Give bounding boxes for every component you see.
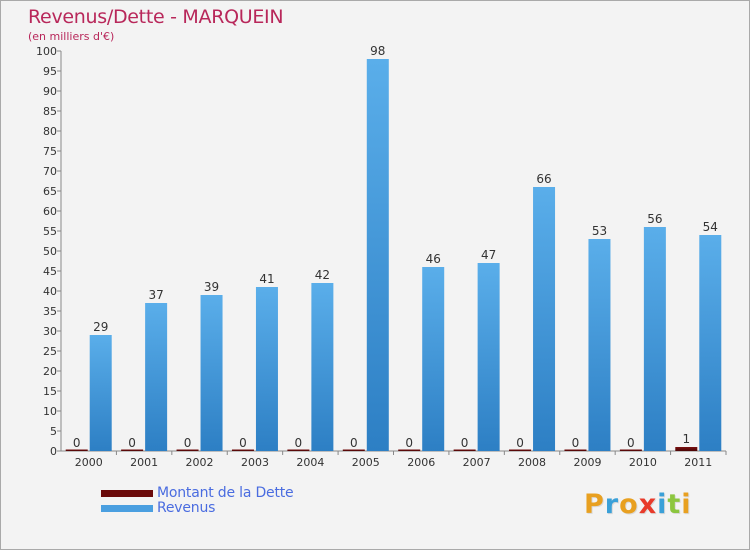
- data-label-revenus: 54: [703, 220, 718, 234]
- bar-dette: [564, 449, 587, 451]
- logo-letter: r: [604, 489, 620, 520]
- y-tick-label: 40: [43, 285, 57, 298]
- data-label-dette: 0: [627, 436, 635, 450]
- bar-dette: [231, 449, 254, 451]
- bar-revenus: [533, 187, 556, 451]
- y-tick-label: 75: [43, 145, 57, 158]
- bar-revenus: [145, 303, 168, 451]
- data-label-revenus: 66: [536, 172, 551, 186]
- data-label-dette: 0: [350, 436, 358, 450]
- y-tick-label: 25: [43, 345, 57, 358]
- logo-letter: P: [584, 489, 605, 520]
- bar-dette: [398, 449, 421, 451]
- x-tick-label: 2000: [75, 456, 103, 469]
- y-tick-label: 55: [43, 225, 57, 238]
- x-tick-label: 2002: [186, 456, 214, 469]
- y-tick-label: 5: [50, 425, 57, 438]
- y-tick-label: 50: [43, 245, 57, 258]
- data-label-dette: 0: [572, 436, 580, 450]
- bar-dette: [619, 449, 642, 451]
- x-tick-label: 2006: [407, 456, 435, 469]
- logo-letter: i: [657, 489, 668, 520]
- bar-revenus: [89, 335, 112, 451]
- x-tick-label: 2010: [629, 456, 657, 469]
- data-label-revenus: 53: [592, 224, 607, 238]
- data-label-revenus: 56: [647, 212, 662, 226]
- logo-letter: t: [667, 489, 682, 520]
- x-tick-label: 2005: [352, 456, 380, 469]
- data-label-revenus: 47: [481, 248, 496, 262]
- data-label-dette: 0: [184, 436, 192, 450]
- y-tick-label: 15: [43, 385, 57, 398]
- chart-title: Revenus/Dette - MARQUEIN: [28, 6, 284, 28]
- bar-dette: [176, 449, 199, 451]
- data-label-dette: 0: [295, 436, 303, 450]
- data-label-revenus: 98: [370, 44, 385, 58]
- y-tick-label: 60: [43, 205, 57, 218]
- x-tick-label: 2011: [684, 456, 712, 469]
- data-label-revenus: 46: [426, 252, 441, 266]
- x-tick-label: 2004: [296, 456, 324, 469]
- bar-revenus: [643, 227, 666, 451]
- bar-dette: [509, 449, 532, 451]
- chart-subtitle: (en milliers d'€): [28, 30, 115, 43]
- data-label-dette: 0: [73, 436, 81, 450]
- y-tick-label: 0: [50, 445, 57, 458]
- bar-revenus: [366, 59, 389, 451]
- y-tick-label: 80: [43, 125, 57, 138]
- legend-swatch-revenus: [101, 505, 153, 512]
- logo-letter: i: [681, 489, 692, 520]
- y-tick-label: 70: [43, 165, 57, 178]
- bar-dette: [287, 449, 310, 451]
- data-label-dette: 0: [461, 436, 469, 450]
- bar-dette: [342, 449, 365, 451]
- x-tick-label: 2009: [573, 456, 601, 469]
- legend-label-dette: Montant de la Dette: [157, 485, 294, 501]
- bar-dette: [453, 449, 476, 451]
- bar-dette: [65, 449, 88, 451]
- y-tick-label: 10: [43, 405, 57, 418]
- bar-revenus: [477, 263, 500, 451]
- data-label-dette: 0: [239, 436, 247, 450]
- data-label-dette: 0: [405, 436, 413, 450]
- bar-revenus: [422, 267, 445, 451]
- y-tick-label: 35: [43, 305, 57, 318]
- data-label-revenus: 37: [148, 288, 163, 302]
- y-tick-label: 30: [43, 325, 57, 338]
- x-tick-label: 2008: [518, 456, 546, 469]
- proxiti-logo: Proxiti: [584, 489, 692, 520]
- data-label-dette: 0: [516, 436, 524, 450]
- bar-revenus: [311, 283, 334, 451]
- y-tick-label: 45: [43, 265, 57, 278]
- x-tick-label: 2003: [241, 456, 269, 469]
- x-tick-label: 2007: [463, 456, 491, 469]
- y-tick-label: 65: [43, 185, 57, 198]
- bar-dette: [121, 449, 144, 451]
- y-tick-label: 20: [43, 365, 57, 378]
- data-label-dette: 1: [682, 432, 690, 446]
- data-label-revenus: 41: [259, 272, 274, 286]
- legend-label-revenus: Revenus: [157, 500, 216, 516]
- y-tick-label: 90: [43, 85, 57, 98]
- bar-revenus: [200, 295, 223, 451]
- x-tick-label: 2001: [130, 456, 158, 469]
- data-label-revenus: 29: [93, 320, 108, 334]
- bar-dette: [675, 447, 698, 451]
- y-tick-label: 85: [43, 105, 57, 118]
- data-label-revenus: 39: [204, 280, 219, 294]
- bar-revenus: [699, 235, 722, 451]
- legend-swatch-dette: [101, 490, 153, 497]
- y-tick-label: 100: [36, 45, 57, 58]
- data-label-dette: 0: [128, 436, 136, 450]
- data-label-revenus: 42: [315, 268, 330, 282]
- logo-letter: x: [638, 489, 658, 520]
- bar-revenus: [255, 287, 278, 451]
- bar-revenus: [588, 239, 611, 451]
- logo-letter: o: [619, 489, 639, 520]
- y-tick-label: 95: [43, 65, 57, 78]
